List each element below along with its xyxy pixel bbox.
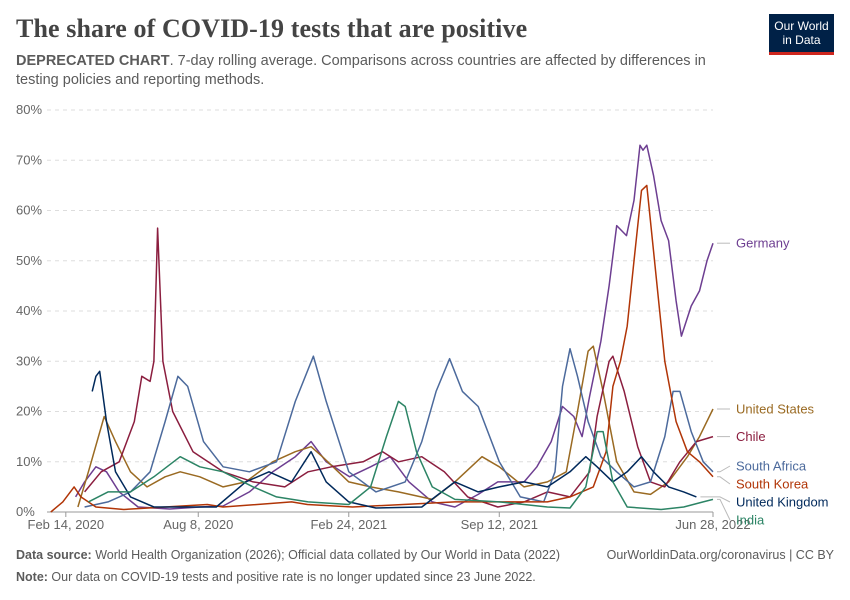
series-line-united-states xyxy=(77,345,714,508)
x-tick-label: Sep 12, 2021 xyxy=(461,517,538,532)
series-label: South Africa xyxy=(736,459,807,474)
y-tick-label: 10% xyxy=(16,454,42,469)
label-connector xyxy=(717,498,731,521)
y-tick-label: 20% xyxy=(16,404,42,419)
note: Note: Our data on COVID-19 tests and pos… xyxy=(16,570,536,584)
label-connector xyxy=(700,496,731,503)
series-line-united-kingdom xyxy=(91,370,697,509)
series-label: United Kingdom xyxy=(736,495,829,510)
y-tick-label: 40% xyxy=(16,303,42,318)
note-label: Note: xyxy=(16,570,48,584)
series-label: India xyxy=(736,513,765,528)
series-line-south-africa xyxy=(84,347,714,508)
label-connector xyxy=(717,476,731,485)
series-label: Germany xyxy=(736,236,790,251)
source-text: World Health Organization (2026); Offici… xyxy=(91,548,561,562)
source-link[interactable]: OurWorldinData.org/coronavirus | CC BY xyxy=(606,548,834,562)
y-tick-label: 0% xyxy=(16,504,35,519)
subtitle-text: . 7-day rolling average. Comparisons acr… xyxy=(16,53,706,88)
source-label: Data source: xyxy=(16,548,92,562)
chart-subtitle: DEPRECATED CHART. 7-day rolling average.… xyxy=(16,52,716,90)
label-connector xyxy=(717,465,731,473)
y-tick-label: 60% xyxy=(16,203,42,218)
series-label: South Korea xyxy=(736,477,809,492)
chart-title: The share of COVID-19 tests that are pos… xyxy=(16,14,528,43)
note-text: Our data on COVID-19 tests and positive … xyxy=(47,570,536,584)
series-line-india xyxy=(88,400,714,511)
x-tick-label: Aug 8, 2020 xyxy=(163,517,233,532)
series-line-south-korea xyxy=(50,184,714,513)
data-source: Data source: World Health Organization (… xyxy=(16,548,560,562)
x-tick-label: Feb 24, 2021 xyxy=(310,517,387,532)
series-label: Chile xyxy=(736,429,766,444)
deprecated-label: DEPRECATED CHART xyxy=(16,53,170,69)
x-tick-label: Feb 14, 2020 xyxy=(28,517,105,532)
y-tick-label: 50% xyxy=(16,253,42,268)
series-line-chile xyxy=(84,227,714,508)
logo-line-1: Our World xyxy=(774,19,829,33)
y-tick-label: 70% xyxy=(16,152,42,167)
y-tick-label: 30% xyxy=(16,353,42,368)
x-tick-label: Jun 28, 2022 xyxy=(675,517,750,532)
series-label: United States xyxy=(736,401,815,416)
y-tick-label: 80% xyxy=(16,102,42,117)
logo-line-2: in Data xyxy=(782,33,821,47)
owid-logo[interactable]: Our World in Data xyxy=(769,14,834,55)
series-line-germany xyxy=(74,144,714,510)
